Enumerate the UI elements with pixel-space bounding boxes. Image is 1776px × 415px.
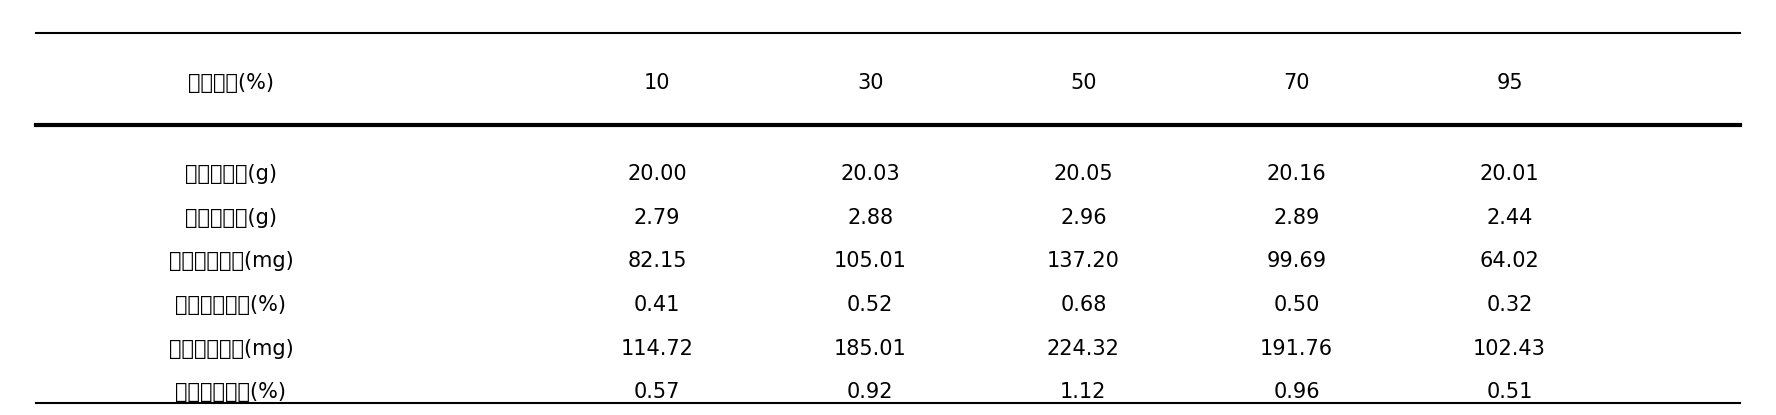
Text: 20.00: 20.00 xyxy=(627,164,687,184)
Text: 2.79: 2.79 xyxy=(634,208,680,228)
Text: 137.20: 137.20 xyxy=(1046,251,1121,271)
Text: 黄酮碳苷含量(mg): 黄酮碳苷含量(mg) xyxy=(169,339,293,359)
Text: 20.16: 20.16 xyxy=(1266,164,1327,184)
Text: 99.69: 99.69 xyxy=(1266,251,1327,271)
Text: 224.32: 224.32 xyxy=(1046,339,1121,359)
Text: 黄酮碳苷得率(%): 黄酮碳苷得率(%) xyxy=(176,382,286,402)
Text: 0.92: 0.92 xyxy=(847,382,893,402)
Text: 20.03: 20.03 xyxy=(840,164,900,184)
Text: 提取物质量(g): 提取物质量(g) xyxy=(185,208,277,228)
Text: 0.96: 0.96 xyxy=(1273,382,1320,402)
Text: 95: 95 xyxy=(1497,73,1522,93)
Text: 0.51: 0.51 xyxy=(1487,382,1533,402)
Text: 2.44: 2.44 xyxy=(1487,208,1533,228)
Text: 0.32: 0.32 xyxy=(1487,295,1533,315)
Text: 苯乙醇苷含量(mg): 苯乙醇苷含量(mg) xyxy=(169,251,293,271)
Text: 191.76: 191.76 xyxy=(1259,339,1334,359)
Text: 10: 10 xyxy=(645,73,670,93)
Text: 0.41: 0.41 xyxy=(634,295,680,315)
Text: 2.96: 2.96 xyxy=(1060,208,1106,228)
Text: 0.57: 0.57 xyxy=(634,382,680,402)
Text: 20.01: 20.01 xyxy=(1479,164,1540,184)
Text: 2.89: 2.89 xyxy=(1273,208,1320,228)
Text: 0.50: 0.50 xyxy=(1273,295,1320,315)
Text: 185.01: 185.01 xyxy=(835,339,906,359)
Text: 64.02: 64.02 xyxy=(1479,251,1540,271)
Text: 105.01: 105.01 xyxy=(833,251,908,271)
Text: 50: 50 xyxy=(1071,73,1096,93)
Text: 82.15: 82.15 xyxy=(627,251,687,271)
Text: 溶剂浓度(%): 溶剂浓度(%) xyxy=(188,73,274,93)
Text: 2.88: 2.88 xyxy=(847,208,893,228)
Text: 114.72: 114.72 xyxy=(620,339,694,359)
Text: 30: 30 xyxy=(858,73,883,93)
Text: 70: 70 xyxy=(1284,73,1309,93)
Text: 原药材质量(g): 原药材质量(g) xyxy=(185,164,277,184)
Text: 20.05: 20.05 xyxy=(1053,164,1114,184)
Text: 102.43: 102.43 xyxy=(1472,339,1547,359)
Text: 苯乙醇苷得率(%): 苯乙醇苷得率(%) xyxy=(176,295,286,315)
Text: 1.12: 1.12 xyxy=(1060,382,1106,402)
Text: 0.52: 0.52 xyxy=(847,295,893,315)
Text: 0.68: 0.68 xyxy=(1060,295,1106,315)
